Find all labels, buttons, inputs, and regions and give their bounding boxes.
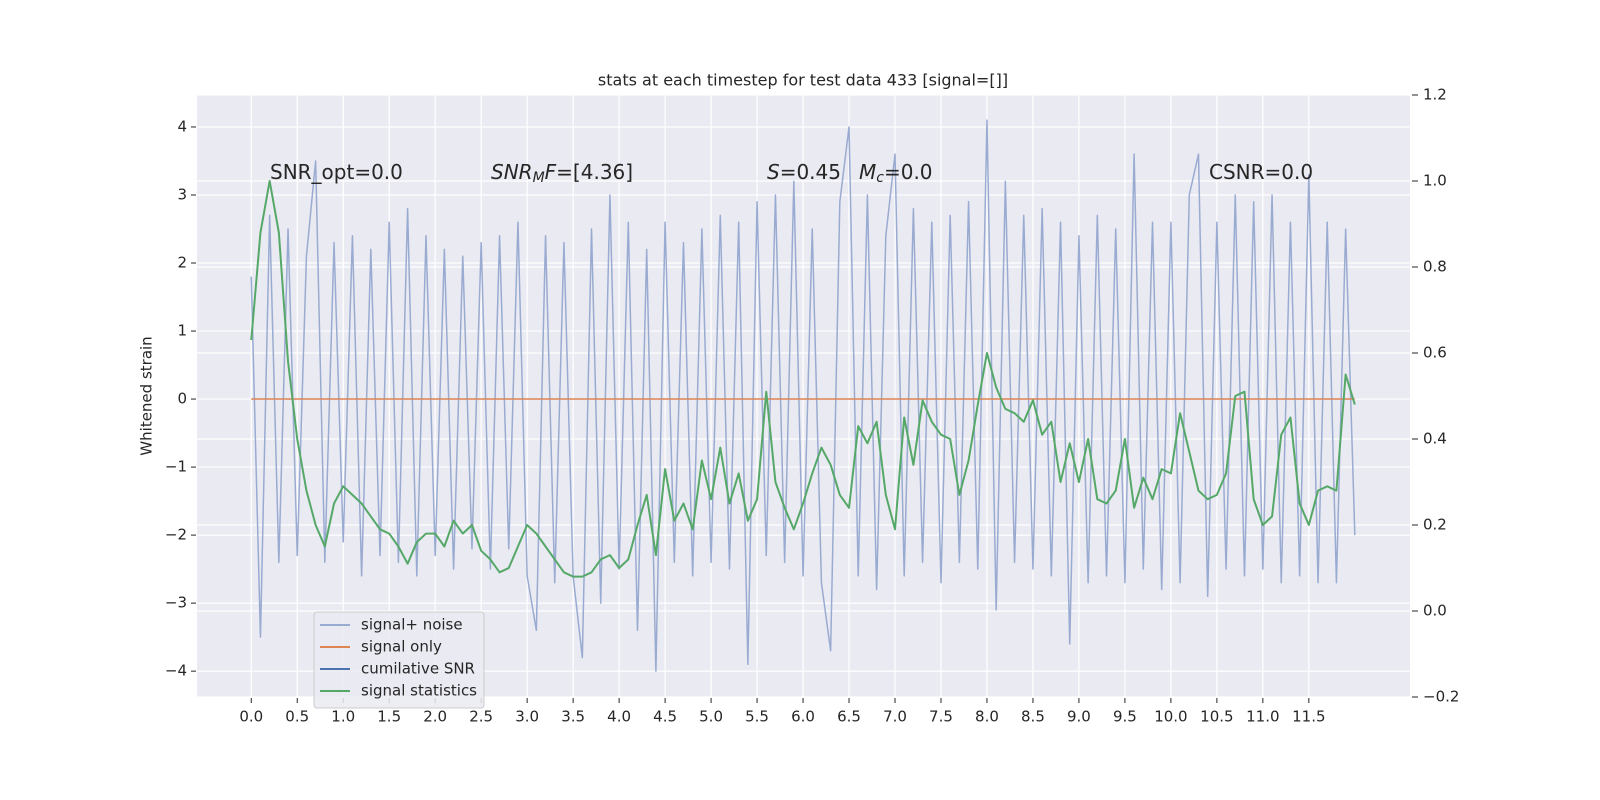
x-tick-label: 9.0 <box>1067 708 1091 726</box>
series-line <box>250 180 1356 578</box>
y2-tick-label: 0.6 <box>1423 344 1447 362</box>
x-tick-label: 4.5 <box>653 708 677 726</box>
x-tick-label: 10.5 <box>1200 708 1233 726</box>
y-tick-label: 3 <box>177 185 187 203</box>
x-tick-label: 1.0 <box>331 708 355 726</box>
x-tick-label: 1.5 <box>377 708 401 726</box>
x-tick-label: 11.5 <box>1292 708 1325 726</box>
annotation: S=0.45 <box>767 160 841 184</box>
annotation-part: c <box>876 170 884 186</box>
x-tick-label: 6.0 <box>791 708 815 726</box>
legend-label: signal only <box>361 638 442 656</box>
y-tick-label: 1 <box>177 322 187 340</box>
legend-label: cumilative SNR <box>361 660 475 678</box>
x-tick-label: 2.5 <box>469 708 493 726</box>
y2-tick-label: 1.2 <box>1423 86 1447 104</box>
legend: signal+ noise signal only cumilative SNR si… <box>313 611 485 709</box>
annotation: SNR_opt=0.0 <box>270 160 403 184</box>
annotation-part: CSNR=0.0 <box>1209 160 1313 184</box>
x-tick-label: 4.0 <box>607 708 631 726</box>
annotation-part: =0.45 <box>780 160 841 184</box>
y2-tick-label: 1.0 <box>1423 172 1447 190</box>
annotation: CSNR=0.0 <box>1209 160 1313 184</box>
x-tick-label: 0.5 <box>285 708 309 726</box>
y2-tick-label: 0.8 <box>1423 258 1447 276</box>
y-axis-label: Whitened strain <box>138 336 156 455</box>
x-tick-label: 6.5 <box>837 708 861 726</box>
y-tick-label: −2 <box>165 526 187 544</box>
y-tick-label: −3 <box>165 594 187 612</box>
x-tick-label: 8.0 <box>975 708 999 726</box>
y2-tick-label: 0.0 <box>1423 602 1447 620</box>
legend-label: signal statistics <box>361 682 477 700</box>
x-tick-label: 2.0 <box>423 708 447 726</box>
annotation-part: SNR_opt=0.0 <box>270 160 403 184</box>
y-tick-label: −1 <box>165 458 187 476</box>
annotation-part: F <box>545 160 557 184</box>
annotation-part: M <box>859 160 876 184</box>
legend-label: signal+ noise <box>361 616 463 634</box>
x-tick-label: 9.5 <box>1113 708 1137 726</box>
annotation: Mc=0.0 <box>859 160 933 187</box>
y2-tick-label: −0.2 <box>1423 688 1459 706</box>
y-tick-label: 2 <box>177 254 187 272</box>
annotation-part: =0.0 <box>884 160 933 184</box>
x-tick-label: 7.0 <box>883 708 907 726</box>
x-tick-label: 5.0 <box>699 708 723 726</box>
annotation-part: M <box>533 170 545 186</box>
y2-tick-label: 0.2 <box>1423 516 1447 534</box>
y2-tick-label: 0.4 <box>1423 430 1447 448</box>
x-tick-label: 5.5 <box>745 708 769 726</box>
y-tick-label: 4 <box>177 117 187 135</box>
chart-title: stats at each timestep for test data 433… <box>598 71 1008 90</box>
x-tick-label: 8.5 <box>1021 708 1045 726</box>
x-tick-label: 3.5 <box>561 708 585 726</box>
annotation-part: =[4.36] <box>556 160 633 184</box>
series-line <box>250 119 1356 672</box>
annotation-part: SNR <box>491 160 533 184</box>
annotation-part: S <box>767 160 780 184</box>
annotation: SNRMF=[4.36] <box>491 160 633 187</box>
x-tick-label: 10.0 <box>1154 708 1187 726</box>
x-tick-label: 7.5 <box>929 708 953 726</box>
x-tick-label: 3.0 <box>515 708 539 726</box>
y-tick-label: −4 <box>165 662 187 680</box>
x-tick-label: 0.0 <box>239 708 263 726</box>
legend-box <box>313 611 485 709</box>
y-tick-label: 0 <box>177 390 187 408</box>
x-tick-label: 11.0 <box>1246 708 1279 726</box>
